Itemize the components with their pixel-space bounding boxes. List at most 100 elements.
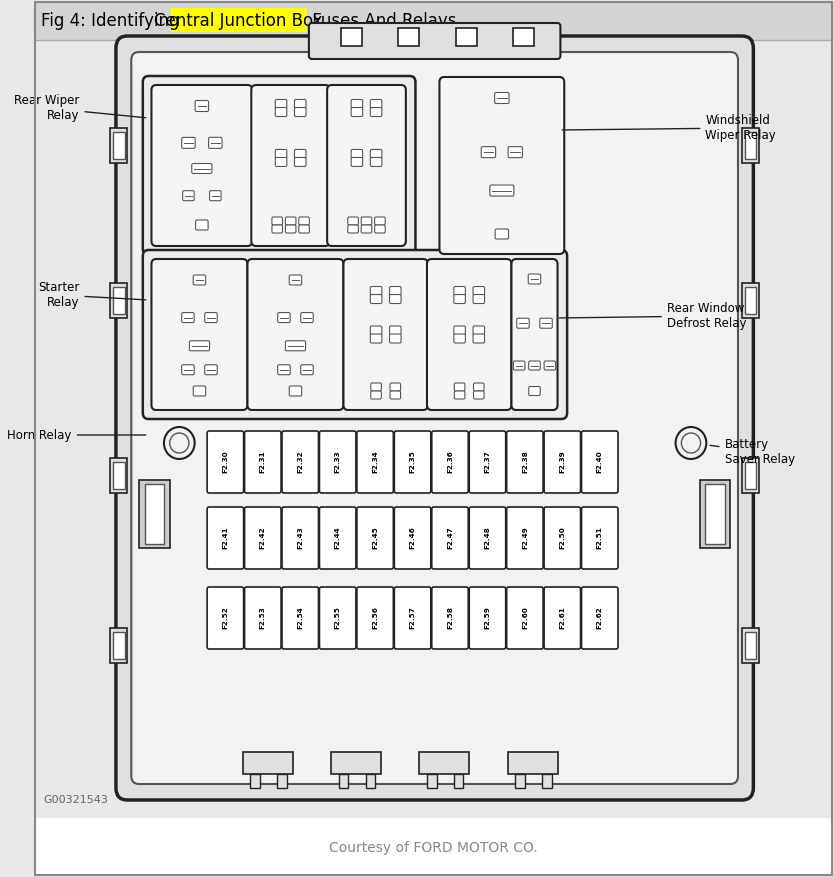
Circle shape [164, 427, 194, 459]
FancyBboxPatch shape [473, 326, 485, 335]
FancyBboxPatch shape [394, 431, 431, 493]
FancyBboxPatch shape [361, 225, 372, 233]
FancyBboxPatch shape [506, 507, 543, 569]
FancyBboxPatch shape [207, 587, 244, 649]
FancyBboxPatch shape [152, 259, 248, 410]
FancyBboxPatch shape [455, 383, 465, 391]
FancyBboxPatch shape [351, 149, 363, 159]
FancyBboxPatch shape [309, 23, 560, 59]
FancyBboxPatch shape [131, 52, 738, 784]
FancyBboxPatch shape [506, 431, 543, 493]
FancyBboxPatch shape [294, 108, 306, 117]
FancyBboxPatch shape [289, 275, 302, 285]
FancyBboxPatch shape [474, 383, 484, 391]
FancyBboxPatch shape [394, 587, 431, 649]
FancyBboxPatch shape [327, 85, 406, 246]
Bar [454, 774, 464, 788]
FancyBboxPatch shape [285, 225, 296, 233]
Text: Fuses And Relays: Fuses And Relays [307, 12, 456, 30]
Bar [398, 28, 420, 46]
Bar [515, 774, 525, 788]
Bar [745, 462, 756, 489]
FancyBboxPatch shape [278, 365, 290, 374]
FancyBboxPatch shape [152, 85, 252, 246]
Bar [706, 484, 725, 544]
Text: F2.59: F2.59 [485, 607, 490, 630]
FancyBboxPatch shape [474, 391, 484, 399]
FancyBboxPatch shape [581, 587, 618, 649]
Bar [745, 132, 756, 159]
FancyBboxPatch shape [351, 108, 363, 117]
Text: F2.42: F2.42 [260, 527, 266, 549]
Text: F2.49: F2.49 [522, 526, 528, 549]
FancyBboxPatch shape [370, 334, 382, 343]
FancyBboxPatch shape [299, 225, 309, 233]
FancyBboxPatch shape [495, 92, 509, 103]
FancyBboxPatch shape [370, 287, 382, 296]
FancyBboxPatch shape [371, 391, 381, 399]
Text: Battery
Saver Relay: Battery Saver Relay [710, 438, 795, 466]
FancyBboxPatch shape [278, 312, 290, 323]
FancyBboxPatch shape [490, 185, 514, 196]
FancyBboxPatch shape [511, 259, 557, 410]
FancyBboxPatch shape [581, 431, 618, 493]
Text: F2.36: F2.36 [447, 451, 453, 474]
Text: F2.32: F2.32 [297, 451, 304, 474]
Bar [35, 2, 832, 40]
Text: F2.52: F2.52 [223, 607, 229, 630]
Text: Windshield
Wiper Relay: Windshield Wiper Relay [562, 114, 776, 142]
Bar [745, 287, 756, 314]
Bar [139, 480, 169, 548]
Text: F2.46: F2.46 [409, 526, 415, 549]
Bar [113, 132, 124, 159]
FancyBboxPatch shape [116, 36, 753, 800]
FancyBboxPatch shape [294, 149, 306, 159]
Text: F2.56: F2.56 [372, 607, 378, 630]
FancyBboxPatch shape [357, 507, 394, 569]
Text: F2.35: F2.35 [409, 451, 415, 474]
Bar [741, 128, 759, 163]
Bar [542, 774, 552, 788]
FancyBboxPatch shape [390, 383, 400, 391]
FancyBboxPatch shape [204, 365, 217, 374]
FancyBboxPatch shape [272, 225, 283, 233]
Text: Fig 4: Identifying: Fig 4: Identifying [41, 12, 185, 30]
FancyBboxPatch shape [473, 287, 485, 296]
Text: F2.38: F2.38 [522, 451, 528, 474]
FancyBboxPatch shape [282, 507, 319, 569]
Bar [420, 752, 470, 774]
Bar [113, 287, 124, 314]
FancyBboxPatch shape [529, 361, 540, 370]
Text: F2.57: F2.57 [409, 607, 415, 630]
FancyBboxPatch shape [209, 190, 221, 201]
FancyBboxPatch shape [544, 587, 580, 649]
Text: Horn Relay: Horn Relay [8, 429, 146, 441]
FancyBboxPatch shape [506, 587, 543, 649]
FancyBboxPatch shape [361, 217, 372, 225]
FancyBboxPatch shape [182, 138, 195, 148]
FancyBboxPatch shape [351, 99, 363, 109]
Bar [110, 283, 128, 318]
FancyBboxPatch shape [454, 287, 465, 296]
Text: F2.47: F2.47 [447, 527, 453, 549]
FancyBboxPatch shape [371, 383, 381, 391]
FancyBboxPatch shape [473, 334, 485, 343]
Text: F2.53: F2.53 [260, 607, 266, 630]
Bar [35, 818, 832, 874]
FancyBboxPatch shape [192, 163, 212, 174]
FancyBboxPatch shape [389, 334, 401, 343]
FancyBboxPatch shape [193, 275, 206, 285]
Bar [171, 8, 307, 32]
FancyBboxPatch shape [207, 507, 244, 569]
Circle shape [169, 433, 188, 453]
FancyBboxPatch shape [470, 507, 505, 569]
FancyBboxPatch shape [473, 295, 485, 303]
FancyBboxPatch shape [348, 217, 359, 225]
Text: F2.34: F2.34 [372, 451, 378, 474]
FancyBboxPatch shape [208, 138, 222, 148]
Text: F2.48: F2.48 [485, 526, 490, 549]
FancyBboxPatch shape [143, 250, 567, 419]
FancyBboxPatch shape [289, 386, 302, 396]
FancyBboxPatch shape [470, 587, 505, 649]
Text: F2.60: F2.60 [522, 607, 528, 630]
